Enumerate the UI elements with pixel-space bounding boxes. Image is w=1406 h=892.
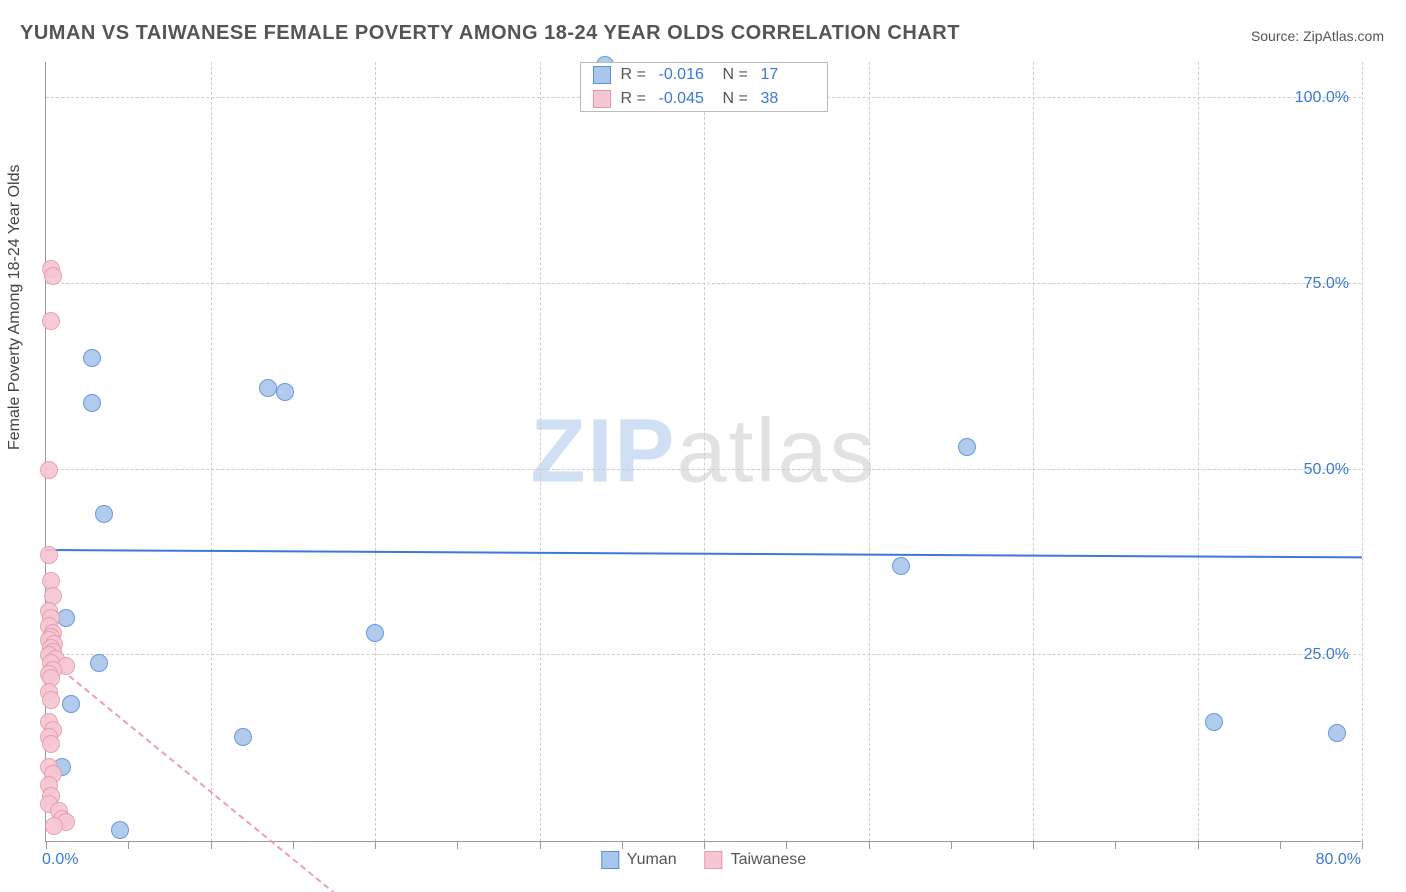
x-tick	[540, 841, 541, 849]
gridline-vertical	[1362, 62, 1363, 841]
scatter-point	[42, 735, 60, 753]
scatter-point	[90, 654, 108, 672]
scatter-point	[1205, 713, 1223, 731]
scatter-point	[42, 312, 60, 330]
legend-item-yuman: Yuman	[601, 851, 677, 869]
scatter-point	[83, 349, 101, 367]
scatter-point	[62, 695, 80, 713]
y-tick-label: 25.0%	[1304, 646, 1349, 664]
y-tick-label: 50.0%	[1304, 461, 1349, 479]
y-tick-label: 75.0%	[1304, 275, 1349, 293]
scatter-point	[111, 821, 129, 839]
x-tick	[951, 841, 952, 849]
swatch-yuman	[593, 66, 611, 84]
n-label: N =	[723, 90, 751, 108]
x-tick	[704, 841, 705, 849]
source-credit: Source: ZipAtlas.com	[1251, 28, 1384, 44]
x-tick	[869, 841, 870, 849]
n-label: N =	[723, 66, 751, 84]
scatter-point	[44, 267, 62, 285]
x-tick	[293, 841, 294, 849]
scatter-point	[958, 438, 976, 456]
gridline-vertical	[704, 62, 705, 841]
scatter-plot-area: ZIPatlas R = -0.016 N = 17 R = -0.045 N …	[45, 62, 1361, 842]
swatch-taiwanese	[705, 851, 723, 869]
scatter-point	[366, 624, 384, 642]
gridline-vertical	[540, 62, 541, 841]
y-axis-title: Female Poverty Among 18-24 Year Olds	[6, 165, 24, 451]
legend-label-taiwanese: Taiwanese	[731, 851, 807, 869]
series-legend: Yuman Taiwanese	[601, 851, 806, 869]
n-value-yuman: 17	[761, 66, 815, 84]
gridline-vertical	[869, 62, 870, 841]
x-tick	[622, 841, 623, 849]
scatter-point	[259, 379, 277, 397]
legend-item-taiwanese: Taiwanese	[705, 851, 807, 869]
legend-label-yuman: Yuman	[627, 851, 677, 869]
x-tick	[1198, 841, 1199, 849]
x-tick	[46, 841, 47, 849]
scatter-point	[276, 383, 294, 401]
scatter-point	[83, 394, 101, 412]
x-tick	[1033, 841, 1034, 849]
chart-title: YUMAN VS TAIWANESE FEMALE POVERTY AMONG …	[20, 22, 960, 45]
swatch-taiwanese	[593, 90, 611, 108]
x-tick	[1362, 841, 1363, 849]
scatter-point	[1328, 724, 1346, 742]
gridline-vertical	[1033, 62, 1034, 841]
gridline-vertical	[1198, 62, 1199, 841]
r-label: R =	[621, 66, 649, 84]
legend-row-taiwanese: R = -0.045 N = 38	[581, 87, 827, 111]
correlation-legend: R = -0.016 N = 17 R = -0.045 N = 38	[580, 62, 828, 112]
scatter-point	[234, 728, 252, 746]
x-tick	[128, 841, 129, 849]
r-value-taiwanese: -0.045	[659, 90, 713, 108]
n-value-taiwanese: 38	[761, 90, 815, 108]
scatter-point	[892, 557, 910, 575]
gridline-vertical	[375, 62, 376, 841]
scatter-point	[42, 691, 60, 709]
gridline-vertical	[211, 62, 212, 841]
scatter-point	[95, 505, 113, 523]
x-tick	[1280, 841, 1281, 849]
x-tick	[457, 841, 458, 849]
watermark-part2: atlas	[676, 401, 876, 501]
scatter-point	[45, 817, 63, 835]
watermark-part1: ZIP	[530, 401, 676, 501]
r-value-yuman: -0.016	[659, 66, 713, 84]
y-tick-label: 100.0%	[1295, 89, 1349, 107]
source-site: ZipAtlas.com	[1303, 28, 1384, 44]
scatter-point	[40, 546, 58, 564]
x-tick	[1115, 841, 1116, 849]
x-tick-label: 0.0%	[42, 851, 78, 869]
legend-row-yuman: R = -0.016 N = 17	[581, 63, 827, 87]
scatter-point	[40, 461, 58, 479]
x-tick	[211, 841, 212, 849]
x-tick-label: 80.0%	[1316, 851, 1361, 869]
x-tick	[786, 841, 787, 849]
swatch-yuman	[601, 851, 619, 869]
r-label: R =	[621, 90, 649, 108]
source-label: Source:	[1251, 28, 1303, 44]
x-tick	[375, 841, 376, 849]
